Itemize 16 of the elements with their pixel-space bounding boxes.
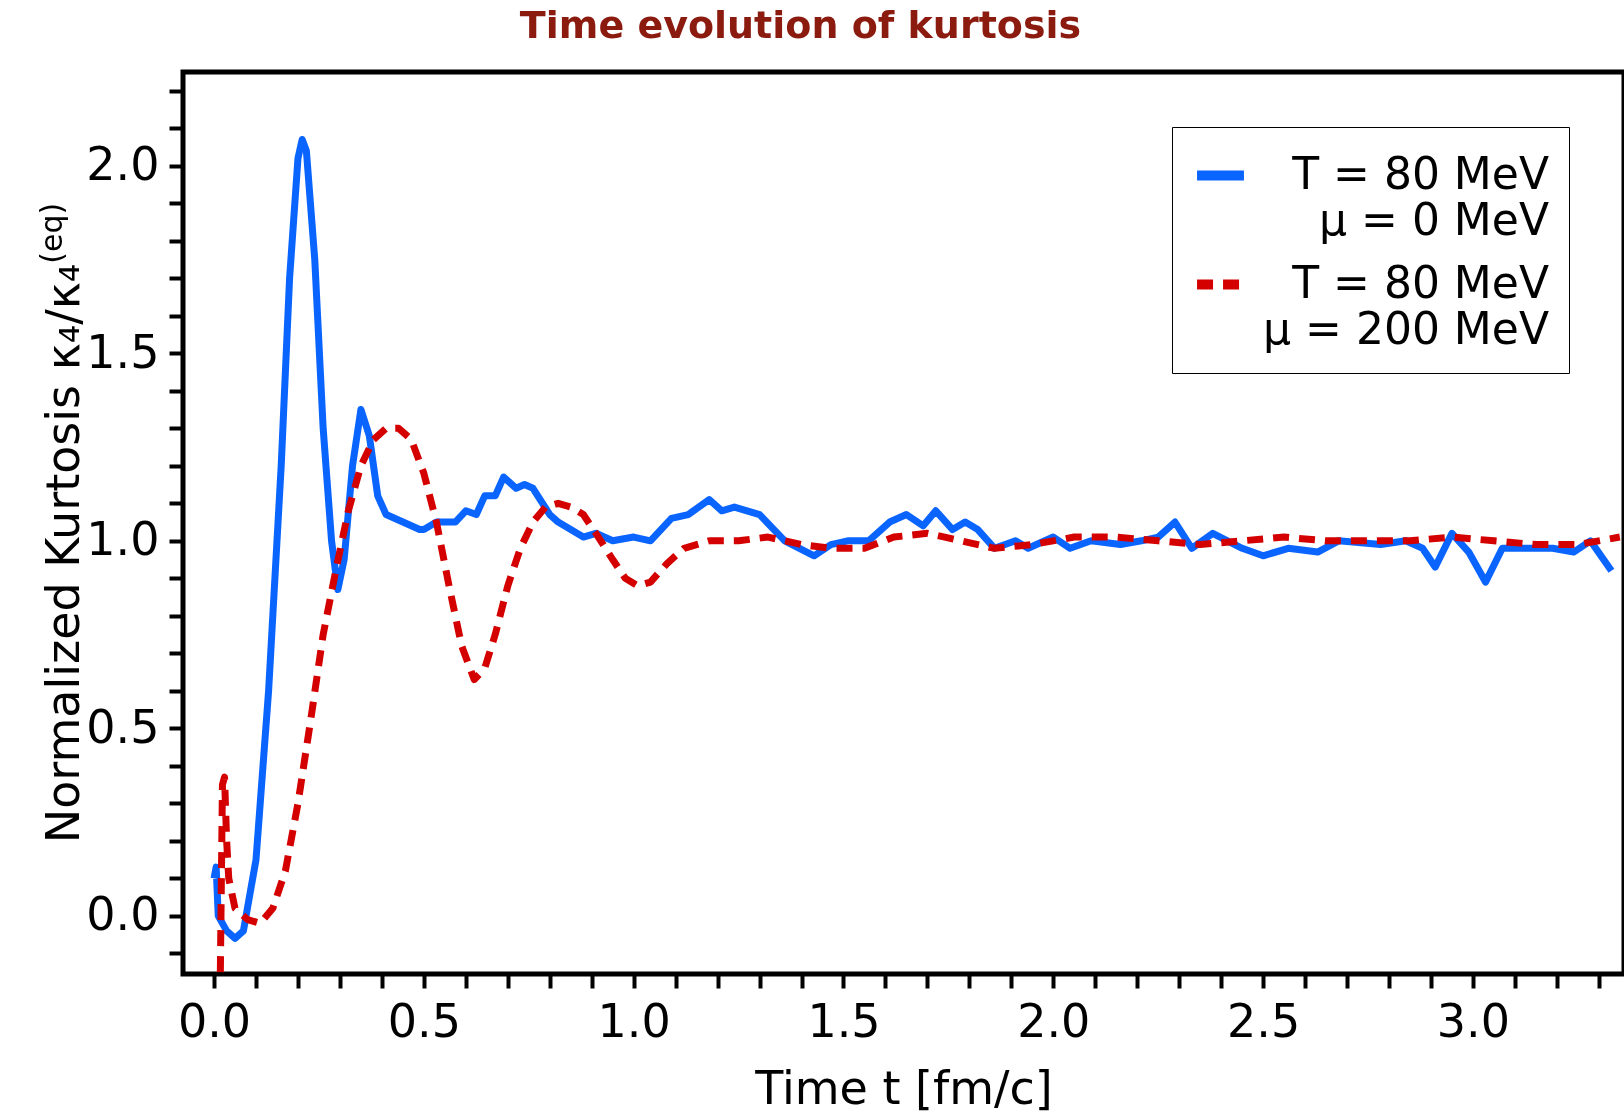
legend-label: T = 80 MeV μ = 0 MeV xyxy=(1291,147,1549,245)
x-tick-label: 2.5 xyxy=(1227,993,1301,1048)
y-tick-label: 1.0 xyxy=(86,512,160,567)
x-tick-label: 0.0 xyxy=(177,993,252,1048)
x-axis-title: Time t [fm/c] xyxy=(754,1060,1053,1115)
y-tick-label: 0.5 xyxy=(86,699,160,754)
x-tick-label: 3.0 xyxy=(1436,993,1511,1048)
legend-label: T = 80 MeV μ = 200 MeV xyxy=(1263,256,1549,354)
x-tick-label: 1.0 xyxy=(597,993,671,1048)
x-tick-label: 0.5 xyxy=(387,993,461,1048)
y-tick-label: 0.0 xyxy=(86,887,160,942)
chart-title: Time evolution of kurtosis xyxy=(519,2,1082,47)
x-tick-label: 1.5 xyxy=(807,993,881,1048)
y-tick-label: 1.5 xyxy=(86,324,160,379)
y-tick-label: 2.0 xyxy=(86,137,160,192)
x-tick-label: 2.0 xyxy=(1017,993,1091,1048)
